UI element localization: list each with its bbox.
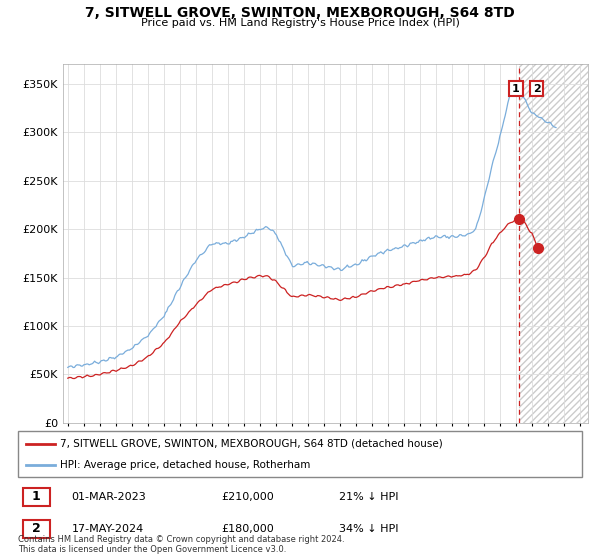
Text: 7, SITWELL GROVE, SWINTON, MEXBOROUGH, S64 8TD (detached house): 7, SITWELL GROVE, SWINTON, MEXBOROUGH, S…	[60, 438, 443, 449]
Text: 21% ↓ HPI: 21% ↓ HPI	[340, 492, 399, 502]
Text: HPI: Average price, detached house, Rotherham: HPI: Average price, detached house, Roth…	[60, 460, 311, 470]
Text: 1: 1	[512, 83, 520, 94]
Bar	[23, 488, 50, 506]
Text: £210,000: £210,000	[221, 492, 274, 502]
Text: 2: 2	[533, 83, 541, 94]
Text: Contains HM Land Registry data © Crown copyright and database right 2024.
This d: Contains HM Land Registry data © Crown c…	[18, 535, 344, 554]
Bar	[518, 64, 588, 423]
Text: 17-MAY-2024: 17-MAY-2024	[71, 524, 144, 534]
Text: 7, SITWELL GROVE, SWINTON, MEXBOROUGH, S64 8TD: 7, SITWELL GROVE, SWINTON, MEXBOROUGH, S…	[85, 6, 515, 20]
Text: 2: 2	[32, 522, 40, 535]
Bar	[23, 520, 50, 538]
Bar	[518, 64, 588, 423]
Text: 1: 1	[32, 491, 40, 503]
Text: 34% ↓ HPI: 34% ↓ HPI	[340, 524, 399, 534]
Text: Price paid vs. HM Land Registry's House Price Index (HPI): Price paid vs. HM Land Registry's House …	[140, 18, 460, 28]
Text: 01-MAR-2023: 01-MAR-2023	[71, 492, 146, 502]
Text: £180,000: £180,000	[221, 524, 274, 534]
